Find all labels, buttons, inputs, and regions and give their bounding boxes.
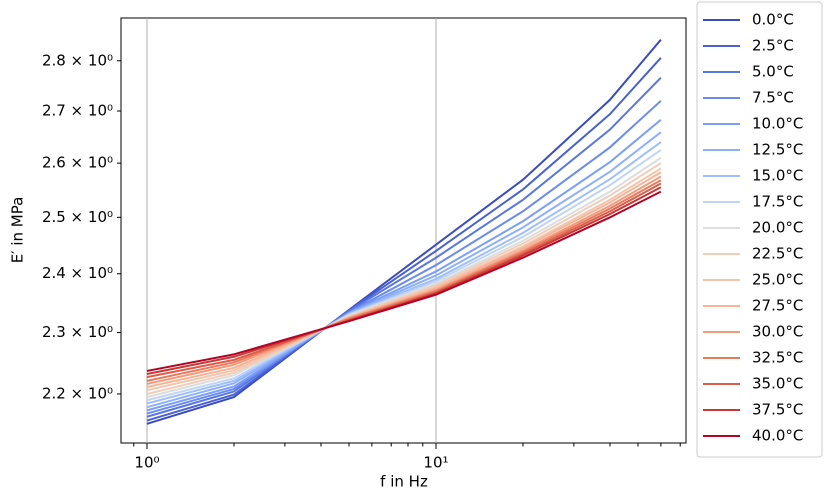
plot-frame <box>120 17 687 444</box>
legend-label: 7.5°C <box>752 89 794 107</box>
legend-label: 20.0°C <box>752 219 803 237</box>
series-line <box>146 118 662 412</box>
series-line <box>146 131 662 409</box>
y-tick-label: 2.8 × 10⁰ <box>42 51 113 69</box>
y-tick-label: 2.3 × 10⁰ <box>42 323 113 341</box>
series-line <box>146 57 662 422</box>
y-tick-label: 2.7 × 10⁰ <box>42 102 113 120</box>
x-tick-label: 10⁰ <box>134 454 159 472</box>
series-line <box>146 190 662 372</box>
series-line <box>146 39 662 425</box>
y-axis-label: E′ in MPa <box>9 197 27 264</box>
legend-label: 30.0°C <box>752 323 803 341</box>
legend-label: 5.0°C <box>752 63 794 81</box>
legend-label: 2.5°C <box>752 37 794 55</box>
series-line <box>146 149 662 402</box>
legend-label: 15.0°C <box>752 167 803 185</box>
legend-label: 10.0°C <box>752 115 803 133</box>
legend-label: 17.5°C <box>752 193 803 211</box>
legend-label: 25.0°C <box>752 271 803 289</box>
legend-label: 0.0°C <box>752 11 794 29</box>
legend-label: 37.5°C <box>752 401 803 419</box>
series-line <box>146 162 662 395</box>
legend-label: 32.5°C <box>752 349 803 367</box>
series-line <box>146 76 662 418</box>
y-tick-label: 2.4 × 10⁰ <box>42 264 113 282</box>
legend-label: 35.0°C <box>752 375 803 393</box>
series-line <box>146 175 662 385</box>
x-tick-label: 10¹ <box>423 454 448 472</box>
series-line <box>146 171 662 389</box>
legend-label: 12.5°C <box>752 141 803 159</box>
legend-frame <box>696 1 823 458</box>
series-line <box>146 100 662 415</box>
x-axis-label: f in Hz <box>380 473 428 491</box>
y-tick-label: 2.6 × 10⁰ <box>42 154 113 172</box>
series-line <box>146 141 662 405</box>
y-tick-label: 2.5 × 10⁰ <box>42 208 113 226</box>
legend-label: 40.0°C <box>752 427 803 445</box>
series-line <box>146 179 662 382</box>
legend-label: 22.5°C <box>752 245 803 263</box>
series-line <box>146 167 662 392</box>
series-line <box>146 182 662 379</box>
y-tick-label: 2.2 × 10⁰ <box>42 384 113 402</box>
series-line <box>146 186 662 376</box>
series-line <box>146 157 662 399</box>
legend-label: 27.5°C <box>752 297 803 315</box>
